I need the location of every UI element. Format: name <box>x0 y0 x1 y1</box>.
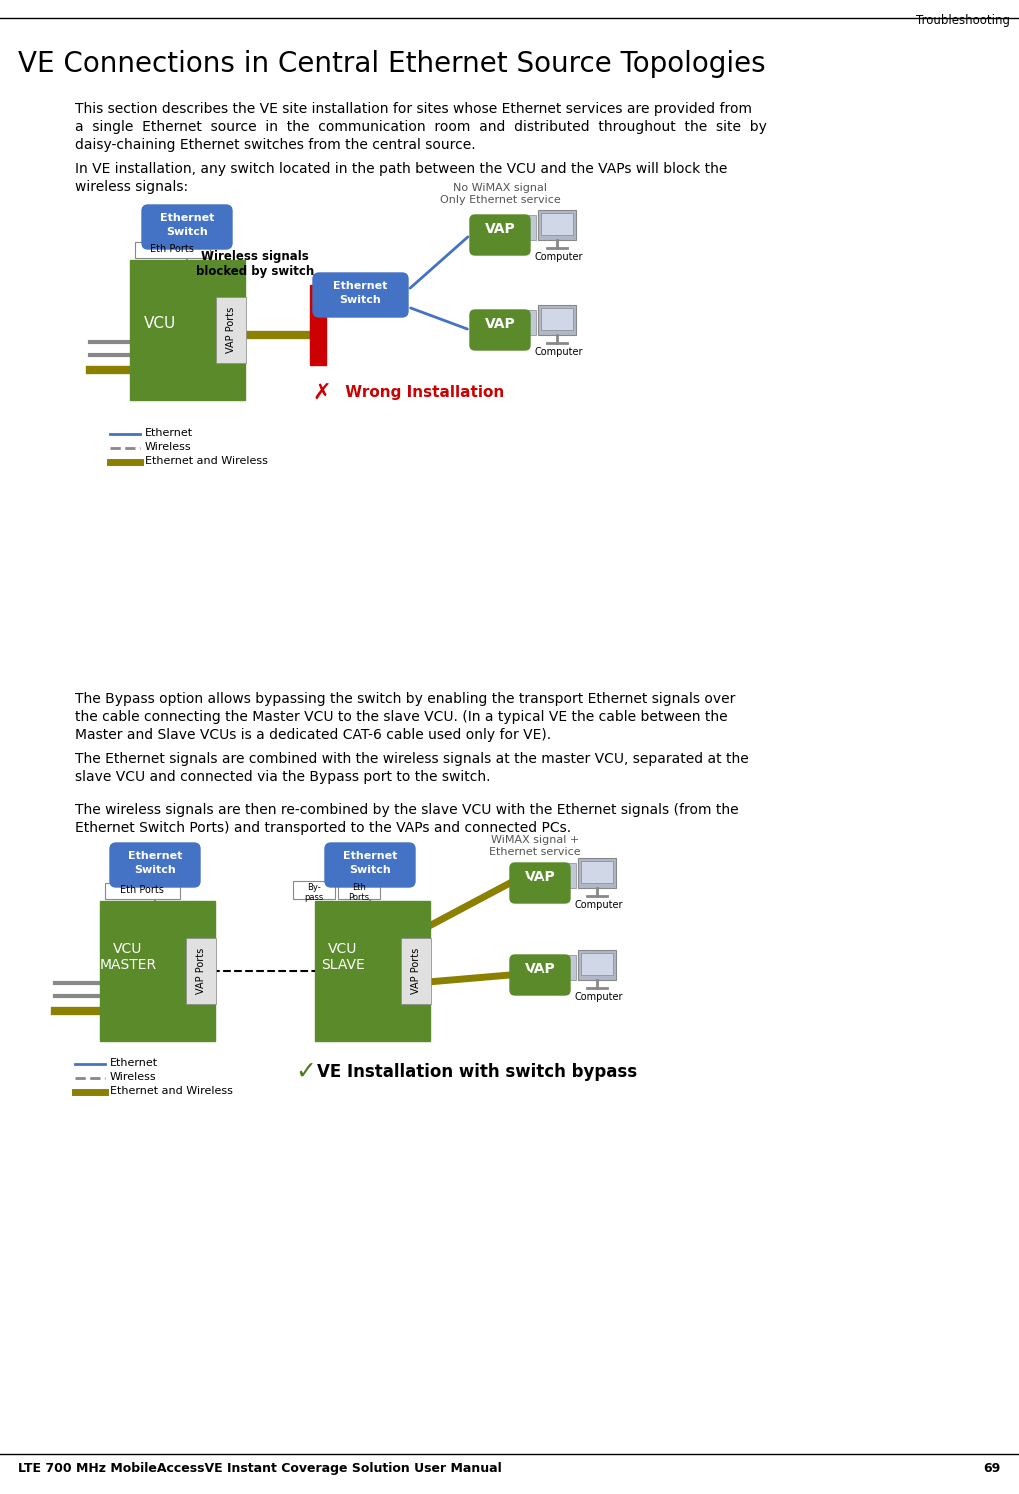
FancyBboxPatch shape <box>566 864 576 887</box>
FancyBboxPatch shape <box>538 305 576 335</box>
Text: No WiMAX signal
Only Ethernet service: No WiMAX signal Only Ethernet service <box>439 182 560 205</box>
FancyBboxPatch shape <box>338 881 380 899</box>
Text: a  single  Ethernet  source  in  the  communication  room  and  distributed  thr: a single Ethernet source in the communic… <box>75 120 767 134</box>
Text: VAP: VAP <box>525 870 555 884</box>
Text: Computer: Computer <box>535 347 583 357</box>
Text: The Bypass option allows bypassing the switch by enabling the transport Ethernet: The Bypass option allows bypassing the s… <box>75 692 736 707</box>
Text: VAP: VAP <box>525 962 555 976</box>
Text: VAP: VAP <box>485 317 516 332</box>
Text: Ethernet: Ethernet <box>342 852 397 861</box>
Text: Ethernet: Ethernet <box>333 281 387 291</box>
FancyBboxPatch shape <box>110 843 200 887</box>
FancyBboxPatch shape <box>100 901 215 1041</box>
FancyBboxPatch shape <box>566 955 576 980</box>
Text: VCU: VCU <box>144 315 176 330</box>
Text: VAP: VAP <box>485 223 516 236</box>
Text: Wireless: Wireless <box>145 442 192 453</box>
Text: Ethernet: Ethernet <box>110 1058 158 1068</box>
FancyBboxPatch shape <box>470 309 530 350</box>
Text: LTE 700 MHz MobileAccessVE Instant Coverage Solution User Manual: LTE 700 MHz MobileAccessVE Instant Cover… <box>18 1463 501 1475</box>
Text: wireless signals:: wireless signals: <box>75 179 189 194</box>
FancyBboxPatch shape <box>578 858 616 887</box>
FancyBboxPatch shape <box>130 260 245 400</box>
Text: Eth Ports: Eth Ports <box>150 244 194 254</box>
Text: ✗: ✗ <box>313 382 331 403</box>
Text: In VE installation, any switch located in the path between the VCU and the VAPs : In VE installation, any switch located i… <box>75 161 728 176</box>
Text: Switch: Switch <box>166 227 208 238</box>
Text: Wireless signals
blocked by switch: Wireless signals blocked by switch <box>196 249 314 278</box>
Text: VAP Ports: VAP Ports <box>411 947 421 994</box>
Text: Ethernet: Ethernet <box>127 852 182 861</box>
FancyBboxPatch shape <box>578 950 616 980</box>
Text: Ethernet: Ethernet <box>145 427 194 438</box>
FancyBboxPatch shape <box>581 953 613 976</box>
FancyBboxPatch shape <box>315 901 430 1041</box>
FancyBboxPatch shape <box>526 215 536 241</box>
Text: VAP Ports: VAP Ports <box>196 947 206 994</box>
Text: Computer: Computer <box>535 252 583 261</box>
FancyBboxPatch shape <box>105 883 180 899</box>
Text: The wireless signals are then re-combined by the slave VCU with the Ethernet sig: The wireless signals are then re-combine… <box>75 802 739 817</box>
FancyBboxPatch shape <box>313 273 408 317</box>
Text: The Ethernet signals are combined with the wireless signals at the master VCU, s: The Ethernet signals are combined with t… <box>75 751 749 766</box>
FancyBboxPatch shape <box>541 308 573 330</box>
FancyBboxPatch shape <box>142 205 232 249</box>
Text: Switch: Switch <box>339 294 381 305</box>
FancyBboxPatch shape <box>510 955 570 995</box>
Text: Switch: Switch <box>350 865 391 875</box>
Text: Ethernet: Ethernet <box>160 214 214 223</box>
Text: This section describes the VE site installation for sites whose Ethernet service: This section describes the VE site insta… <box>75 102 752 117</box>
FancyBboxPatch shape <box>293 881 335 899</box>
FancyBboxPatch shape <box>310 285 326 365</box>
Text: VE Connections in Central Ethernet Source Topologies: VE Connections in Central Ethernet Sourc… <box>18 49 765 78</box>
FancyBboxPatch shape <box>526 309 536 335</box>
Text: Ethernet Switch Ports) and transported to the VAPs and connected PCs.: Ethernet Switch Ports) and transported t… <box>75 822 571 835</box>
Text: Wireless: Wireless <box>110 1073 157 1082</box>
FancyBboxPatch shape <box>510 864 570 902</box>
FancyBboxPatch shape <box>538 211 576 241</box>
Text: Computer: Computer <box>575 992 624 1002</box>
Text: the cable connecting the Master VCU to the slave VCU. (In a typical VE the cable: the cable connecting the Master VCU to t… <box>75 710 728 725</box>
Text: Troubleshooting: Troubleshooting <box>916 13 1010 27</box>
FancyBboxPatch shape <box>325 843 415 887</box>
Text: Ethernet and Wireless: Ethernet and Wireless <box>110 1086 233 1097</box>
Text: VAP Ports: VAP Ports <box>226 306 236 353</box>
Text: Master and Slave VCUs is a dedicated CAT-6 cable used only for VE).: Master and Slave VCUs is a dedicated CAT… <box>75 728 551 743</box>
Text: Eth
Ports: Eth Ports <box>348 883 370 902</box>
Text: 69: 69 <box>983 1463 1001 1475</box>
FancyBboxPatch shape <box>470 215 530 255</box>
Text: VCU
MASTER: VCU MASTER <box>100 941 157 973</box>
Text: ✓: ✓ <box>294 1061 316 1085</box>
FancyBboxPatch shape <box>541 214 573 235</box>
Text: By-
pass: By- pass <box>305 883 324 902</box>
Text: VE Installation with switch bypass: VE Installation with switch bypass <box>317 1064 637 1082</box>
FancyBboxPatch shape <box>135 242 210 258</box>
FancyBboxPatch shape <box>581 861 613 883</box>
Text: Ethernet and Wireless: Ethernet and Wireless <box>145 456 268 466</box>
Text: Computer: Computer <box>575 899 624 910</box>
Text: slave VCU and connected via the Bypass port to the switch.: slave VCU and connected via the Bypass p… <box>75 769 490 784</box>
Text: Wrong Installation: Wrong Installation <box>340 385 504 400</box>
Text: WiMAX signal +
Ethernet service: WiMAX signal + Ethernet service <box>489 835 581 856</box>
Text: Switch: Switch <box>135 865 176 875</box>
Text: VCU
SLAVE: VCU SLAVE <box>321 941 365 973</box>
Text: Eth Ports: Eth Ports <box>120 884 164 895</box>
Text: daisy-chaining Ethernet switches from the central source.: daisy-chaining Ethernet switches from th… <box>75 137 476 152</box>
